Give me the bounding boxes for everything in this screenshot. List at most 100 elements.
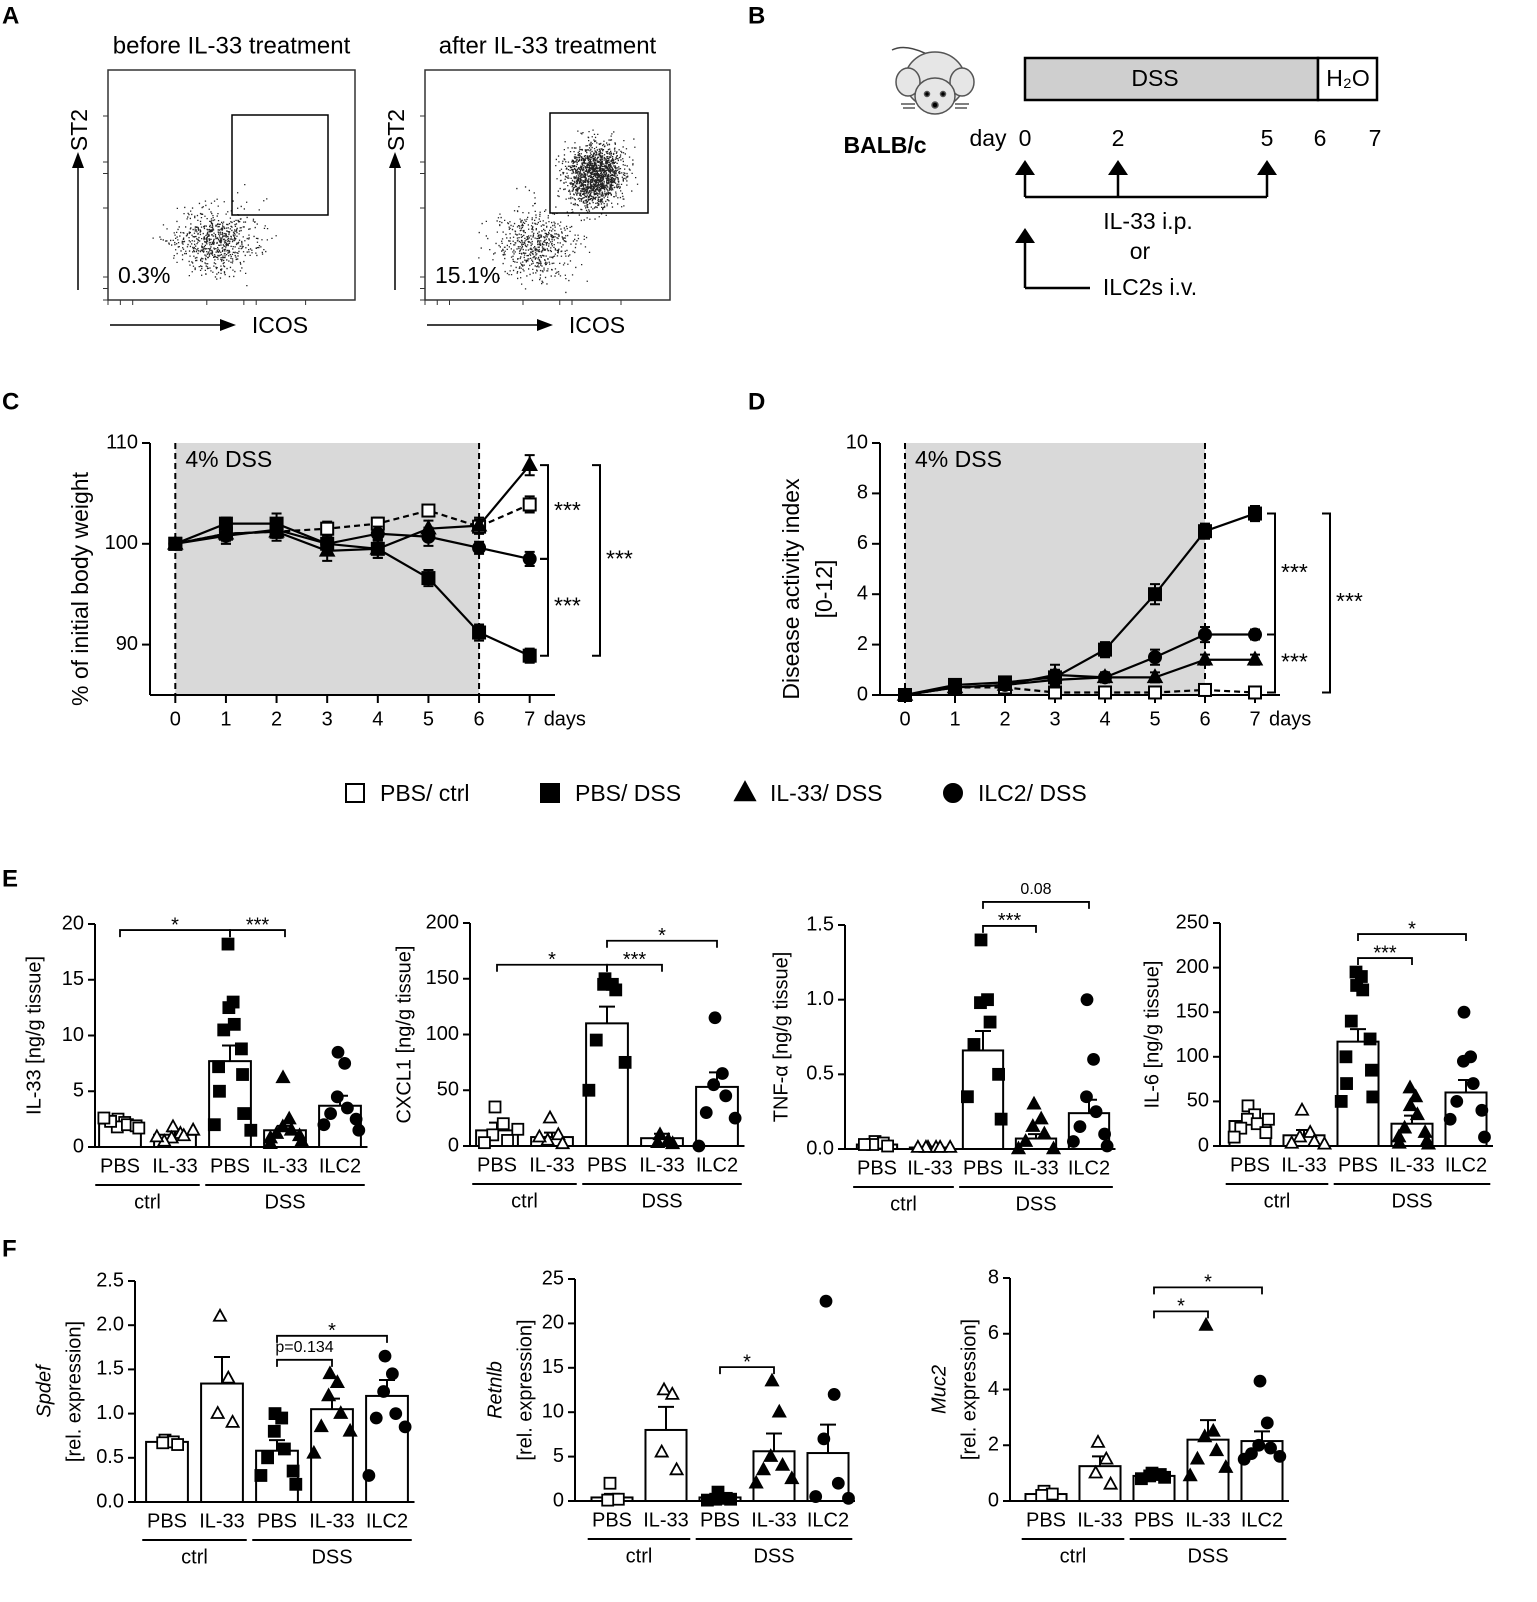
x-tick-label: PBS (1134, 1509, 1174, 1531)
x-tick-label: ILC2 (696, 1154, 738, 1176)
y-tick-label: 0 (73, 1135, 84, 1157)
data-point (227, 1017, 241, 1031)
x-tick-label: PBS (147, 1510, 187, 1532)
flow-axis-ticks (103, 115, 307, 305)
data-point (992, 1067, 1005, 1081)
marker (522, 497, 537, 512)
series-line (904, 633, 1255, 697)
x-tick-label: ILC2 (1445, 1154, 1487, 1176)
mouse-icon (891, 46, 975, 115)
data-point (764, 1372, 780, 1387)
x-tick-label: IL-33 (262, 1155, 308, 1177)
data-point (1339, 1050, 1353, 1064)
significance-label: * (328, 1320, 336, 1342)
marker (320, 521, 335, 536)
x-tick-label: PBS (963, 1157, 1003, 1179)
data-point (1197, 1428, 1213, 1443)
y-tick-label: 2 (988, 1434, 999, 1456)
data-point (1478, 1130, 1491, 1144)
y-tick-label: 20 (62, 912, 84, 934)
marker (1098, 670, 1112, 685)
data-point (1189, 1450, 1206, 1465)
significance-label: *** (1281, 649, 1308, 675)
data-point (165, 1118, 181, 1133)
significance-label: *** (606, 546, 633, 572)
group-label: DSS (1391, 1190, 1432, 1212)
x-tick-label: IL-33 (751, 1509, 797, 1531)
significance-bracket (1267, 512, 1276, 636)
significance-label: 0.08 (1020, 881, 1051, 898)
significance-label: * (1204, 1272, 1212, 1294)
data-point (1260, 1416, 1274, 1430)
group-label: DSS (311, 1546, 352, 1568)
data-point (1252, 1438, 1266, 1452)
flow-ylabel: ST2 (383, 109, 409, 151)
x-tick-label: 4 (1099, 708, 1110, 730)
x-tick-label: ILC2 (319, 1155, 361, 1177)
panel-letter: E (2, 865, 18, 892)
data-point (496, 1117, 510, 1131)
x-tick-label: IL-33 (1185, 1509, 1231, 1531)
data-point (692, 1139, 706, 1153)
x-tick-label: 0 (170, 708, 181, 730)
data-point (1198, 1316, 1214, 1331)
data-point (1262, 1112, 1275, 1126)
bar (208, 1060, 252, 1149)
group-label: ctrl (181, 1546, 208, 1568)
x-tick-label: PBS (257, 1510, 297, 1532)
y-arrow-head (389, 152, 401, 168)
significance-label: * (1177, 1296, 1185, 1318)
significance-bracket (982, 901, 1090, 909)
panel-b (891, 46, 1379, 290)
group-label: DSS (1015, 1193, 1056, 1215)
data-point (1294, 1101, 1310, 1116)
day: 7 (1369, 125, 1382, 151)
y-tick-label: 0 (1198, 1134, 1209, 1156)
flow-ylabel: ST2 (66, 109, 92, 151)
y-axis-label: IL-6 [ng/g tissue] (1141, 961, 1163, 1109)
x-arrow-head (537, 319, 553, 331)
marker (421, 503, 436, 518)
data-point (369, 1411, 383, 1425)
marker (521, 455, 538, 471)
y-tick-label: 150 (1176, 1000, 1209, 1022)
x-tick-label: ILC2 (366, 1510, 408, 1532)
error-bar (766, 1432, 782, 1452)
x-tick-label: 5 (423, 708, 434, 730)
data-point (278, 1442, 291, 1456)
data-point (1035, 1489, 1049, 1502)
y-tick-label: 0 (988, 1489, 999, 1511)
marker (472, 625, 487, 640)
data-point (171, 1438, 185, 1451)
bar (530, 1136, 574, 1147)
data-point (1090, 1433, 1106, 1448)
group-label: DSS (264, 1191, 305, 1213)
data-point (1420, 1135, 1437, 1150)
data-point (665, 1135, 681, 1150)
data-point (1475, 1103, 1489, 1117)
x-tick-label: 4 (372, 708, 383, 730)
y-tick-label: 1.0 (96, 1402, 124, 1424)
data-point (306, 1444, 322, 1459)
significance-label: *** (1281, 559, 1308, 585)
x-tick-label: IL-33 (1077, 1509, 1123, 1531)
data-point (858, 1138, 871, 1151)
significance-bracket (1357, 957, 1413, 966)
y-axis-label: % of initial body weight (67, 471, 93, 706)
y-tick-label: 8 (857, 482, 868, 504)
data-point (1205, 1422, 1221, 1437)
x-axis-label: days (544, 708, 586, 730)
data-point (1443, 1112, 1457, 1126)
y-tick-label: 10 (62, 1024, 84, 1046)
y-tick-label: 25 (542, 1267, 564, 1289)
data-point (1457, 1005, 1471, 1019)
data-point (699, 1106, 713, 1119)
data-point (1135, 1472, 1148, 1486)
data-point (267, 1424, 281, 1438)
legend-label: PBS/ DSS (575, 780, 681, 806)
water-bar (1316, 56, 1379, 102)
bar (644, 1428, 688, 1502)
y-tick-label: 100 (426, 1023, 459, 1045)
data-point (1344, 1014, 1358, 1028)
x-tick-label: 3 (1049, 708, 1060, 730)
